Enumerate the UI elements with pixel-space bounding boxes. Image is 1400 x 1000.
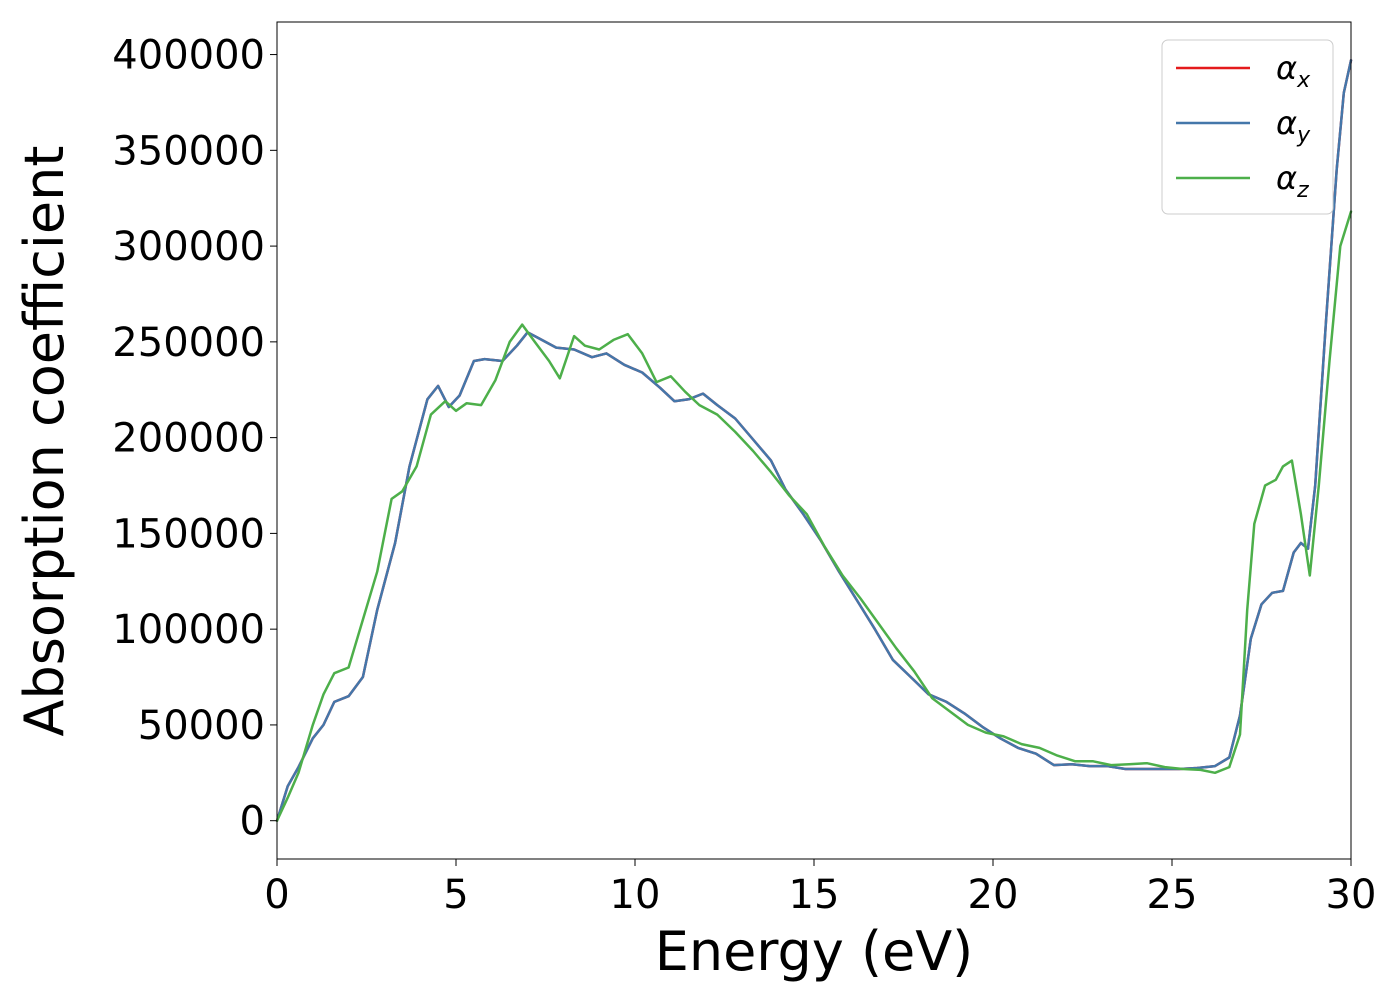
y-tick-label: 50000 <box>138 703 265 749</box>
y-tick-label: 150000 <box>112 511 265 557</box>
legend-label-x: αx <box>1276 49 1311 93</box>
x-tick-label: 25 <box>1147 872 1198 918</box>
y-tick-label: 300000 <box>112 224 265 270</box>
y-tick-label: 200000 <box>112 416 265 462</box>
y-axis-title: Absorption coefficient <box>13 146 76 737</box>
y-tick-label: 100000 <box>112 607 265 653</box>
y-tick-label: 350000 <box>112 128 265 174</box>
x-tick-label: 30 <box>1326 872 1377 918</box>
legend-label-z: αz <box>1276 159 1309 203</box>
y-tick-label: 250000 <box>112 320 265 366</box>
x-tick-label: 0 <box>264 872 289 918</box>
x-tick-label: 15 <box>789 872 840 918</box>
x-axis-ticks: 0 5 10 15 20 25 30 <box>264 859 1376 918</box>
series-line-z <box>275 210 1353 822</box>
legend-box <box>1161 39 1334 215</box>
legend-label-y: αy <box>1276 104 1311 148</box>
x-tick-label: 5 <box>443 872 468 918</box>
x-tick-label: 10 <box>610 872 661 918</box>
y-tick-label: 400000 <box>112 33 265 79</box>
series-line-y <box>275 59 1353 822</box>
x-axis-title: Energy (eV) <box>655 920 974 983</box>
legend: αx αy αz <box>1161 39 1334 215</box>
series-layer <box>275 59 1353 822</box>
y-axis-ticks: 0 50000 100000 150000 200000 250000 300000 3500… <box>112 33 277 845</box>
x-tick-label: 20 <box>968 872 1019 918</box>
y-tick-label: 0 <box>240 799 265 845</box>
